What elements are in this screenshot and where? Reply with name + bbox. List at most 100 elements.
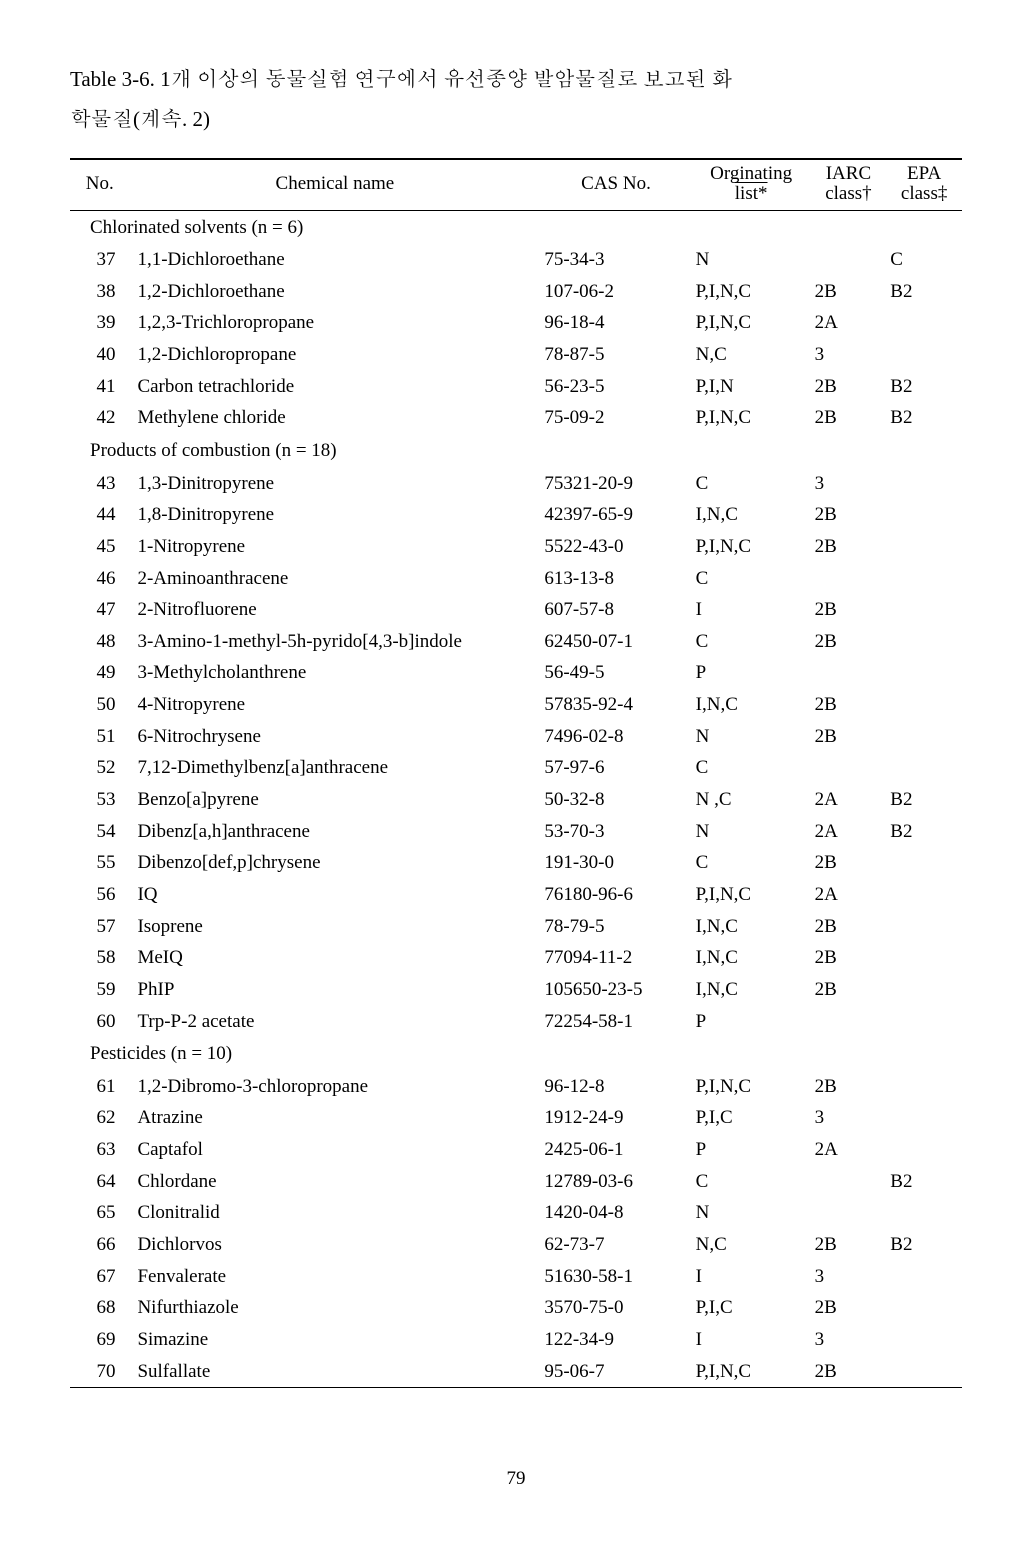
caption-line-2: 학물질(계속. 2) xyxy=(70,107,210,131)
cell-iarc: 3 xyxy=(811,1261,887,1293)
cell-no: 58 xyxy=(70,942,129,974)
cell-iarc: 2B xyxy=(811,911,887,943)
col-epa: EPA class‡ xyxy=(886,159,962,210)
cell-cas: 75-09-2 xyxy=(540,402,691,434)
cell-epa xyxy=(886,1197,962,1229)
table-row: 68Nifurthiazole3570-75-0P,I,C2B xyxy=(70,1292,962,1324)
cell-no: 55 xyxy=(70,847,129,879)
cell-cas: 62-73-7 xyxy=(540,1229,691,1261)
cell-org: I,N,C xyxy=(692,499,811,531)
cell-iarc: 2A xyxy=(811,816,887,848)
cell-no: 37 xyxy=(70,244,129,276)
cell-name: 4-Nitropyrene xyxy=(129,689,540,721)
cell-name: Clonitralid xyxy=(129,1197,540,1229)
cell-org: P,I,N,C xyxy=(692,531,811,563)
cell-epa xyxy=(886,689,962,721)
table-row: 381,2-Dichloroethane107-06-2P,I,N,C2BB2 xyxy=(70,276,962,308)
table-row: 472-Nitrofluorene607-57-8I2B xyxy=(70,594,962,626)
cell-no: 64 xyxy=(70,1166,129,1198)
cell-name: Isoprene xyxy=(129,911,540,943)
table-row: 41Carbon tetrachloride56-23-5P,I,N2BB2 xyxy=(70,371,962,403)
cell-iarc xyxy=(811,1006,887,1038)
table-row: 59PhIP105650-23-5I,N,C2B xyxy=(70,974,962,1006)
cell-name: 6-Nitrochrysene xyxy=(129,721,540,753)
cell-name: Simazine xyxy=(129,1324,540,1356)
table-row: 66Dichlorvos62-73-7N,C2BB2 xyxy=(70,1229,962,1261)
cell-org: P,I,N,C xyxy=(692,879,811,911)
cell-org: I,N,C xyxy=(692,911,811,943)
cell-org: P,I,C xyxy=(692,1102,811,1134)
cell-cas: 57-97-6 xyxy=(540,752,691,784)
cell-name: 1,2-Dichloropropane xyxy=(129,339,540,371)
section-row: Pesticides (n = 10) xyxy=(70,1037,962,1071)
cell-iarc: 2A xyxy=(811,879,887,911)
cell-org: I,N,C xyxy=(692,974,811,1006)
cell-org: P xyxy=(692,657,811,689)
cell-epa xyxy=(886,307,962,339)
cell-no: 63 xyxy=(70,1134,129,1166)
col-cas: CAS No. xyxy=(540,159,691,210)
cell-iarc: 2B xyxy=(811,974,887,1006)
cell-epa xyxy=(886,626,962,658)
cell-name: 1,2-Dichloroethane xyxy=(129,276,540,308)
cell-cas: 57835-92-4 xyxy=(540,689,691,721)
cell-epa xyxy=(886,563,962,595)
cell-cas: 2425-06-1 xyxy=(540,1134,691,1166)
cell-org: P,I,N,C xyxy=(692,402,811,434)
cell-cas: 96-18-4 xyxy=(540,307,691,339)
cell-epa xyxy=(886,657,962,689)
table-row: 67Fenvalerate51630-58-1I3 xyxy=(70,1261,962,1293)
table-row: 431,3-Dinitropyrene75321-20-9C3 xyxy=(70,468,962,500)
cell-iarc: 2B xyxy=(811,1071,887,1103)
cell-iarc: 3 xyxy=(811,1102,887,1134)
cell-iarc: 2B xyxy=(811,689,887,721)
cell-name: Dichlorvos xyxy=(129,1229,540,1261)
cell-epa: B2 xyxy=(886,402,962,434)
cell-org: C xyxy=(692,847,811,879)
cell-epa xyxy=(886,752,962,784)
chemicals-table: No. Chemical name CAS No. Orginating lis… xyxy=(70,158,962,1388)
cell-no: 69 xyxy=(70,1324,129,1356)
cell-name: Trp-P-2 acetate xyxy=(129,1006,540,1038)
cell-no: 41 xyxy=(70,371,129,403)
table-row: 57Isoprene78-79-5I,N,C2B xyxy=(70,911,962,943)
cell-no: 40 xyxy=(70,339,129,371)
cell-name: PhIP xyxy=(129,974,540,1006)
table-row: 69Simazine122-34-9I3 xyxy=(70,1324,962,1356)
cell-epa xyxy=(886,531,962,563)
cell-org: N xyxy=(692,721,811,753)
cell-cas: 107-06-2 xyxy=(540,276,691,308)
table-row: 42Methylene chloride75-09-2P,I,N,C2BB2 xyxy=(70,402,962,434)
cell-iarc xyxy=(811,1166,887,1198)
cell-no: 42 xyxy=(70,402,129,434)
cell-cas: 105650-23-5 xyxy=(540,974,691,1006)
cell-org: P,I,N xyxy=(692,371,811,403)
cell-cas: 3570-75-0 xyxy=(540,1292,691,1324)
cell-name: 1,8-Dinitropyrene xyxy=(129,499,540,531)
cell-epa xyxy=(886,499,962,531)
table-row: 60Trp-P-2 acetate72254-58-1P xyxy=(70,1006,962,1038)
cell-epa: B2 xyxy=(886,276,962,308)
cell-name: Chlordane xyxy=(129,1166,540,1198)
cell-org: P,I,N,C xyxy=(692,276,811,308)
cell-cas: 51630-58-1 xyxy=(540,1261,691,1293)
cell-no: 70 xyxy=(70,1356,129,1388)
cell-epa: C xyxy=(886,244,962,276)
cell-epa xyxy=(886,1292,962,1324)
table-body: Chlorinated solvents (n = 6)371,1-Dichlo… xyxy=(70,210,962,1388)
cell-epa xyxy=(886,847,962,879)
cell-epa xyxy=(886,1102,962,1134)
cell-org: I,N,C xyxy=(692,942,811,974)
cell-no: 52 xyxy=(70,752,129,784)
cell-name: Captafol xyxy=(129,1134,540,1166)
cell-name: 1-Nitropyrene xyxy=(129,531,540,563)
cell-name: Benzo[a]pyrene xyxy=(129,784,540,816)
table-row: 53Benzo[a]pyrene50-32-8N ,C2AB2 xyxy=(70,784,962,816)
cell-no: 65 xyxy=(70,1197,129,1229)
cell-cas: 62450-07-1 xyxy=(540,626,691,658)
cell-no: 38 xyxy=(70,276,129,308)
cell-org: P,I,N,C xyxy=(692,1356,811,1388)
cell-cas: 42397-65-9 xyxy=(540,499,691,531)
cell-iarc xyxy=(811,244,887,276)
cell-org: P,I,C xyxy=(692,1292,811,1324)
